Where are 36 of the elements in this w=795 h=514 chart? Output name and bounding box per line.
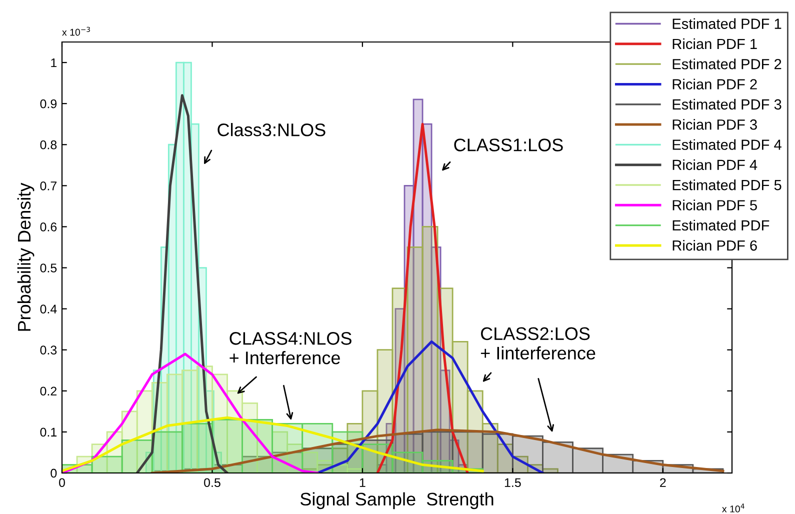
legend-label: Rician PDF 1 [672,38,757,50]
legend-label: Estimated PDF 2 [672,58,782,70]
x-tick-label: 0.5 [204,478,220,488]
annotation: Class3:NLOS [218,123,326,136]
x-tick-label: 1.5 [504,478,521,488]
y-tick-label: 0.5 [40,264,57,272]
y-tick-label: 0 [50,468,57,478]
legend-label: Estimated PDF [672,220,770,231]
annotation: CLASS1:LOS [454,138,563,152]
x-axis-title: Signal Sample Strength [300,492,494,510]
legend-label: Rician PDF 5 [672,200,757,210]
y-axis-title: Probability Density [17,182,34,331]
text: x 10$^{4}$ [722,504,744,512]
legend-label: Rician PDF 4 [672,159,758,170]
y-tick-label: 0.9 [40,99,57,108]
legend-label: Estimated PDF 1 [672,18,782,29]
annotation: CLASS2:LOS + Iinterference [480,327,596,360]
legend-label: Estimated PDF 4 [672,139,782,150]
legend-label: Rician PDF 3 [672,119,757,130]
text: x 10$^{−3}$ [62,26,90,36]
y-tick-label: 0.6 [40,222,57,232]
x-tick-label: 1 [360,478,366,487]
legend-label: Rician PDF 6 [672,240,757,251]
x-tick-label: 0 [59,478,65,488]
legend-label: Estimated PDF 3 [672,98,782,110]
y-tick-label: 0.4 [40,304,57,314]
y-tick-label: 0.8 [40,140,57,150]
annotation: CLASS4:NLOS + Interference [230,332,352,364]
legend-label: Estimated PDF 5 [672,180,782,190]
y-tick-label: 0.1 [40,428,57,437]
legend-label: Rician PDF 2 [672,78,757,90]
y-tick-label: 0.3 [40,346,57,355]
x-tick-label: 2 [660,478,666,487]
y-tick-label: 1 [51,58,57,68]
y-tick-label: 0.2 [40,386,57,396]
y-tick-label: 0.7 [40,181,57,190]
